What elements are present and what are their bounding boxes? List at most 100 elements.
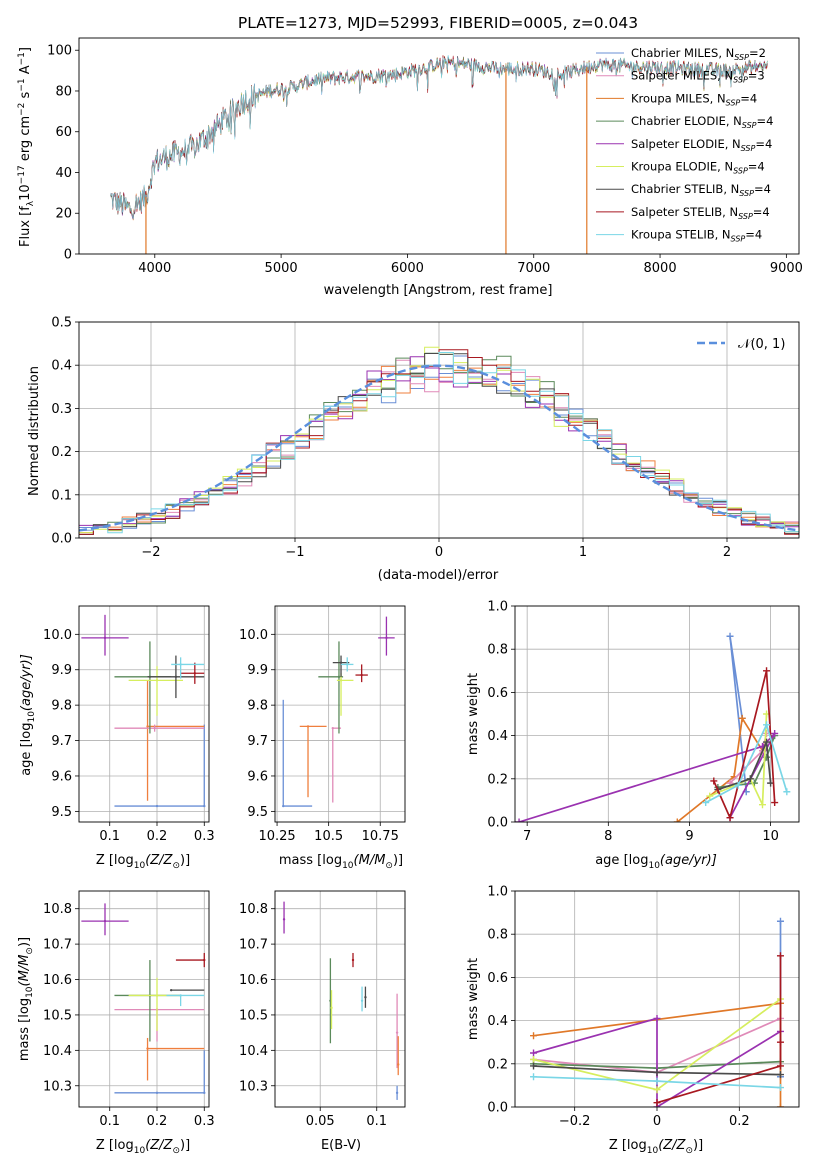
point-marker: [395, 1031, 399, 1034]
x-tick-label: 0.2: [147, 1114, 168, 1129]
data-point: [146, 1037, 205, 1081]
x-tick-label: 0.3: [194, 1114, 215, 1129]
wZ-ylabel: mass weight: [466, 958, 481, 1040]
point-marker: [282, 804, 285, 808]
weight-point-marker: [763, 667, 771, 675]
weight-point-marker: [783, 788, 791, 796]
ylabel-part: s: [18, 91, 33, 102]
x-tick-label: 9000: [770, 261, 803, 276]
data-point: [128, 666, 183, 716]
legend-label-value: =4: [745, 228, 762, 242]
mass_vs_Z-points: [81, 903, 206, 1095]
y-tick-label: 0.4: [487, 729, 508, 744]
point-marker: [330, 1006, 333, 1010]
mass_vs_ebv-frame: [274, 890, 406, 1108]
point-marker: [339, 679, 343, 682]
legend-label: Kroupa ELODIE, NSSP=4: [631, 160, 765, 176]
weight-point-marker: [763, 721, 771, 729]
legend-label-sub: SSP: [738, 212, 753, 221]
spectrum-lines: [110, 55, 768, 254]
weight-series-line: [705, 722, 788, 804]
weight-series-line: [709, 713, 768, 806]
wAge-ylabel: mass weight: [466, 673, 481, 755]
legend-label-main: Salpeter STELIB, N: [631, 205, 738, 219]
residual_hist-frame: [78, 321, 800, 539]
x-tick-label: 9: [685, 829, 693, 844]
weight-point-marker: [530, 1062, 538, 1070]
data-point: [180, 662, 205, 684]
point-marker: [282, 918, 286, 921]
data-point: [341, 657, 354, 672]
point-marker: [155, 1091, 159, 1095]
y-tick-label: 9.9: [51, 663, 72, 678]
mass-vs-metallicity-panel: 0.1 0.2 0.3 10.3 10.4 10.5 10.6 10.7 10.8: [43, 890, 215, 1129]
age_vs_mass-frame: [274, 605, 406, 823]
point-marker: [331, 726, 334, 730]
legend-label: 𝒩(0, 1): [738, 337, 785, 352]
spectrum-axes: 4000 5000 6000 7000 8000 9000 0 20 40 60 80 100: [47, 44, 803, 276]
ageZ-ylabel: age [log10(age/yr)]: [19, 654, 37, 776]
point-marker: [364, 996, 367, 999]
legend-label-main: Chabrier ELODIE, N: [631, 114, 742, 128]
y-tick-label: 0.4: [487, 1014, 508, 1029]
point-marker: [397, 1063, 400, 1066]
y-tick-label: 10.4: [43, 1044, 72, 1059]
data-point: [114, 1091, 205, 1095]
weight-series: [653, 952, 784, 1107]
mass_vs_Z-axes: 0.1 0.2 0.3 10.3 10.4 10.5 10.6 10.7 10.8: [43, 891, 215, 1129]
weight-point-marker: [776, 1084, 784, 1092]
y-tick-label: 0.1: [51, 488, 72, 503]
y-tick-label: 9.8: [247, 699, 268, 714]
data-point: [147, 655, 205, 699]
y-tick-label: 10.3: [239, 1079, 268, 1094]
point-marker: [155, 804, 159, 808]
legend-label-main: Kroupa ELODIE, N: [631, 160, 733, 174]
point-marker: [360, 673, 363, 677]
y-tick-label: 9.6: [51, 769, 72, 784]
data-point: [169, 988, 205, 992]
y-tick-label: 10.0: [43, 628, 72, 643]
y-tick-label: 10.0: [239, 628, 268, 643]
y-tick-label: 10.5: [239, 1008, 268, 1023]
weight-point-marker: [776, 1071, 784, 1079]
lower-axis-labels: Z [log10(Z/Z⊙)] mass [log10(M/M⊙)] age […: [17, 654, 717, 1156]
weight-point-marker: [776, 1103, 784, 1107]
x-tick-label: 0.1: [99, 829, 120, 844]
weight-point-marker: [653, 1077, 661, 1085]
weight-point-marker: [738, 714, 746, 722]
x-tick-label: 7: [523, 829, 531, 844]
data-point: [81, 614, 129, 656]
weight-point-marker: [530, 1055, 538, 1063]
y-tick-label: 10.4: [239, 1044, 268, 1059]
weight-series: [530, 1062, 784, 1079]
x-tick-label: 0.2: [147, 829, 168, 844]
point-marker: [103, 919, 107, 923]
weight-point-marker: [653, 1068, 661, 1076]
histogram-series: [79, 352, 799, 534]
x-tick-label: 1: [579, 545, 587, 560]
weight-point-marker: [746, 775, 754, 783]
y-tick-label: 9.5: [247, 805, 268, 820]
data-point: [395, 1085, 399, 1100]
histogram-ylabel: Normed distribution: [27, 366, 42, 496]
point-marker: [385, 636, 388, 640]
data-point: [282, 901, 286, 934]
spectrum-frame: [78, 37, 800, 255]
x-tick-label: 2: [723, 545, 731, 560]
data-point: [203, 724, 206, 808]
point-marker: [395, 1091, 399, 1095]
legend-label-value: =4: [754, 182, 771, 196]
data-point: [364, 986, 367, 1008]
point-marker: [351, 958, 355, 962]
wAge-xlabel: age [log10(age/yr)]: [595, 853, 717, 871]
weight-point-marker: [530, 1032, 538, 1040]
data-point: [114, 1008, 205, 1042]
spectrum-series-line: [110, 55, 768, 219]
x-tick-label: 10: [762, 829, 779, 844]
ageM-xlabel: mass [log10(M/M⊙)]: [279, 853, 403, 871]
y-tick-label: 10.7: [43, 938, 72, 953]
ylabel-part: erg cm: [18, 116, 33, 165]
y-tick-label: 10.7: [239, 938, 268, 953]
y-tick-label: 9.8: [51, 699, 72, 714]
weight-point-marker: [776, 917, 784, 925]
